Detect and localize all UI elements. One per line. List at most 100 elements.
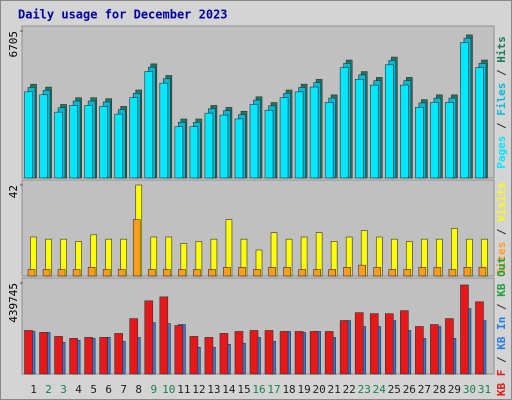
bar: [189, 126, 199, 179]
bar: [339, 320, 349, 375]
legend-entry: Visits: [495, 182, 508, 222]
bar: [27, 269, 36, 277]
bar: [324, 102, 334, 179]
bar: [460, 284, 469, 375]
bar: [369, 313, 379, 375]
bar: [39, 94, 48, 179]
bar: [159, 82, 169, 179]
x-tick-label: 11: [177, 383, 190, 396]
legend-entry: Sites: [495, 242, 508, 275]
bar: [193, 269, 201, 277]
bar: [114, 333, 124, 375]
x-tick-label: 4: [75, 383, 82, 396]
legend: KB F / KB In / KB Out: [495, 257, 508, 396]
legend-entry: KB Out: [495, 257, 508, 297]
bar: [204, 112, 214, 179]
y-tick-label: 439745: [7, 283, 20, 323]
bar: [433, 267, 442, 277]
bar: [24, 91, 33, 179]
chart-title: Daily usage for December 2023: [18, 8, 228, 22]
bar: [384, 313, 394, 375]
bar: [475, 67, 484, 179]
x-tick-label: 17: [267, 383, 280, 396]
x-tick-label: 27: [418, 383, 431, 396]
bar: [72, 269, 81, 277]
x-tick-label: 30: [463, 383, 476, 396]
bar: [309, 86, 319, 179]
bar: [354, 78, 364, 179]
bar: [178, 269, 186, 277]
x-tick-label: 21: [328, 383, 341, 396]
bar: [445, 102, 454, 179]
x-tick-label: 1: [30, 383, 37, 396]
bar: [99, 337, 108, 375]
bar: [388, 269, 397, 277]
bar: [54, 111, 63, 179]
y-tick-label: 6705: [7, 31, 20, 58]
bar: [339, 67, 349, 179]
bar: [328, 269, 336, 277]
bar: [313, 269, 321, 277]
bar: [478, 267, 487, 277]
x-tick-label: 15: [237, 383, 250, 396]
bar: [268, 267, 276, 277]
x-tick-label: 29: [448, 383, 461, 396]
bar: [415, 107, 424, 179]
bar: [84, 105, 93, 179]
bar: [448, 269, 457, 277]
bar: [369, 84, 379, 179]
bar: [415, 326, 424, 375]
bar: [39, 332, 48, 375]
bar: [264, 330, 274, 375]
x-tick-label: 7: [120, 383, 127, 396]
legend-entry: Pages: [495, 136, 508, 169]
bar: [114, 113, 124, 179]
bar: [234, 118, 244, 179]
bar: [163, 269, 171, 277]
bar: [294, 91, 304, 179]
bar: [117, 269, 126, 277]
bar: [324, 331, 334, 375]
x-tick-label: 19: [297, 383, 310, 396]
bar: [57, 269, 66, 277]
bar: [463, 267, 472, 277]
bar: [147, 269, 156, 277]
bar: [69, 105, 78, 179]
legend: Pages / Files / Hits: [495, 36, 508, 169]
x-tick-label: 2: [45, 383, 52, 396]
bar: [298, 269, 306, 277]
bar: [264, 109, 274, 179]
bar: [430, 102, 439, 179]
bar: [283, 267, 291, 277]
bar: [174, 126, 184, 179]
bar: [234, 331, 244, 375]
legend: Sites / Visits: [495, 182, 508, 275]
bar: [309, 331, 319, 375]
bar: [294, 331, 304, 375]
bar: [208, 269, 216, 277]
bar: [132, 219, 141, 277]
legend-entry: Files: [495, 83, 508, 116]
bar: [219, 114, 229, 179]
bar: [159, 296, 169, 375]
bar: [403, 269, 412, 277]
legend-separator: /: [495, 63, 508, 83]
x-tick-label: 23: [358, 383, 371, 396]
x-tick-label: 14: [222, 383, 236, 396]
bar: [249, 330, 259, 375]
bar: [451, 228, 458, 277]
legend-entry: KB In: [495, 317, 508, 350]
x-tick-label: 5: [90, 383, 97, 396]
legend-entry: KB F: [495, 370, 508, 397]
bar: [129, 318, 139, 375]
legend-separator: /: [495, 116, 508, 136]
bar: [69, 338, 78, 375]
x-tick-label: 10: [162, 383, 175, 396]
bar: [223, 267, 231, 277]
bar: [174, 325, 184, 375]
bar: [219, 333, 229, 375]
bar: [189, 336, 199, 375]
bar: [460, 42, 469, 179]
x-tick-label: 20: [313, 383, 326, 396]
